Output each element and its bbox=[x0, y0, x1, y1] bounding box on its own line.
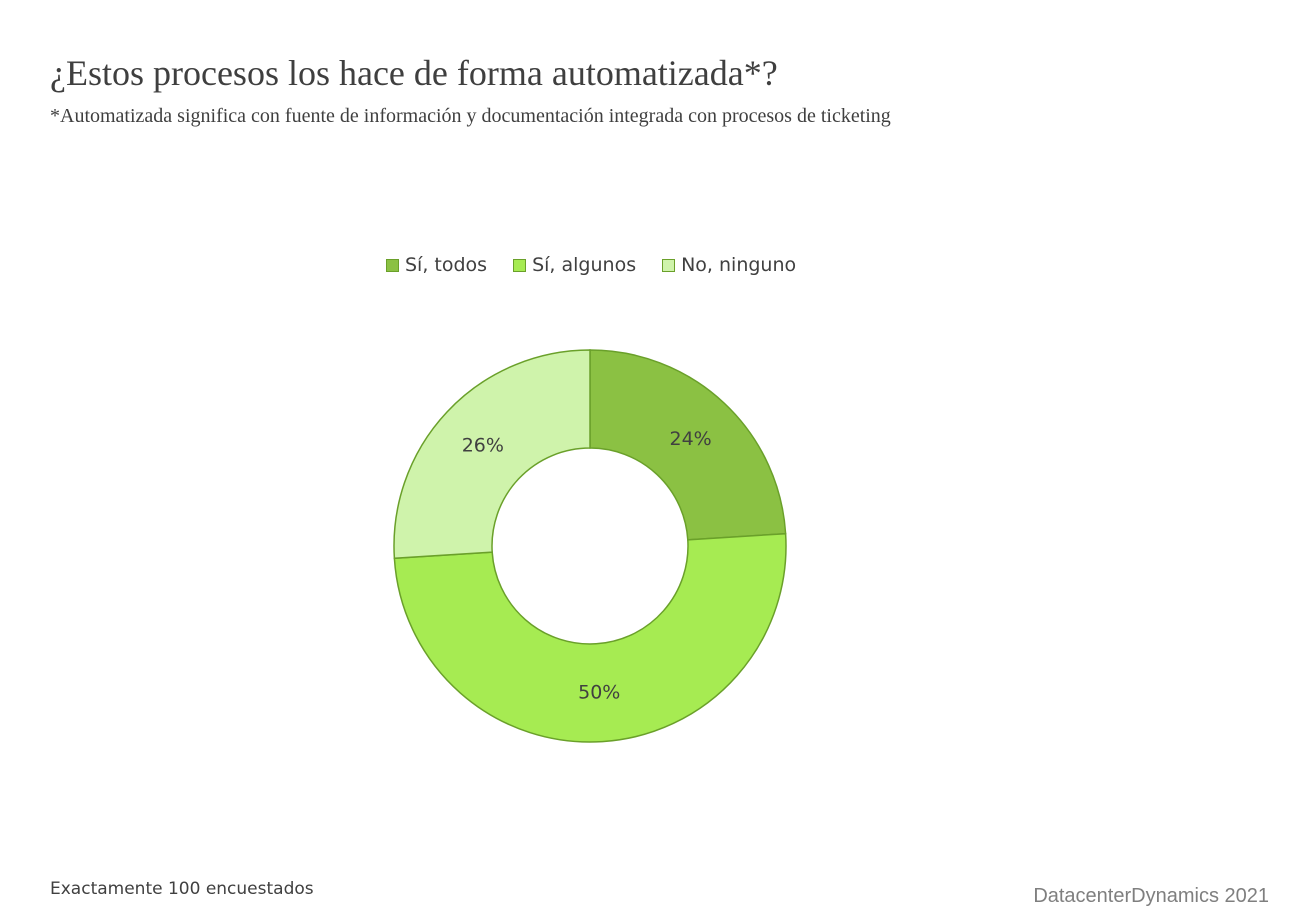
legend-label-si-todos: Sí, todos bbox=[405, 254, 488, 276]
legend-item-si-algunos: Sí, algunos bbox=[513, 254, 636, 276]
legend-item-no-ninguno: No, ninguno bbox=[662, 254, 796, 276]
donut-slice-si-todos bbox=[589, 349, 787, 541]
chart-subtitle: *Automatizada significa con fuente de in… bbox=[50, 105, 891, 127]
chart-legend: Sí, todos Sí, algunos No, ninguno bbox=[386, 254, 796, 276]
data-label-si-todos: 24% bbox=[670, 428, 712, 450]
chart-title: ¿Estos procesos los hace de forma automa… bbox=[50, 53, 778, 93]
legend-item-si-todos: Sí, todos bbox=[386, 254, 487, 276]
legend-swatch-si-algunos bbox=[513, 258, 527, 272]
data-label-no-ninguno: 26% bbox=[462, 434, 504, 456]
respondents-note: Exactamente 100 encuestados bbox=[50, 879, 314, 899]
source-credit: DatacenterDynamics 2021 bbox=[1033, 885, 1269, 907]
donut-slice-si-algunos bbox=[393, 532, 787, 743]
data-label-si-algunos: 50% bbox=[578, 682, 620, 704]
legend-swatch-no-ninguno bbox=[662, 258, 676, 272]
donut-slice-no-ninguno bbox=[393, 349, 591, 560]
legend-label-no-ninguno: No, ninguno bbox=[681, 254, 797, 276]
legend-swatch-si-todos bbox=[386, 258, 399, 272]
legend-label-si-algunos: Sí, algunos bbox=[532, 254, 637, 276]
